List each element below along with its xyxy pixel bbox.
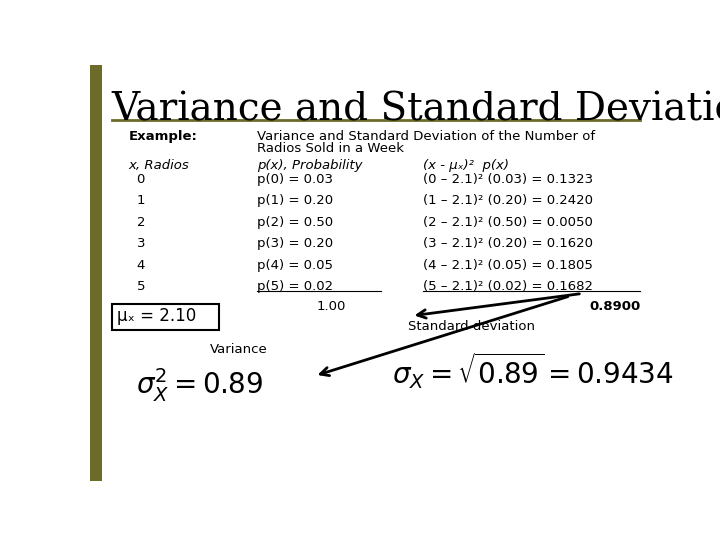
Text: 0.8900: 0.8900	[589, 300, 640, 313]
Text: 3: 3	[137, 237, 145, 250]
Text: p(4) = 0.05: p(4) = 0.05	[256, 259, 333, 272]
Text: (5 – 2.1)² (0.02) = 0.1682: (5 – 2.1)² (0.02) = 0.1682	[423, 280, 593, 293]
Text: Radios Sold in a Week: Radios Sold in a Week	[256, 142, 404, 155]
Text: p(x), Probability: p(x), Probability	[256, 159, 362, 172]
Text: (0 – 2.1)² (0.03) = 0.1323: (0 – 2.1)² (0.03) = 0.1323	[423, 173, 593, 186]
Text: 1: 1	[137, 194, 145, 207]
Bar	[90, 65, 102, 481]
Text: 4: 4	[137, 259, 145, 272]
Text: x, Radios: x, Radios	[129, 159, 189, 172]
Text: 2: 2	[137, 215, 145, 229]
Text: p(1) = 0.20: p(1) = 0.20	[256, 194, 333, 207]
Text: Example:: Example:	[129, 130, 197, 143]
Text: (3 – 2.1)² (0.20) = 0.1620: (3 – 2.1)² (0.20) = 0.1620	[423, 237, 593, 250]
Text: (1 – 2.1)² (0.20) = 0.2420: (1 – 2.1)² (0.20) = 0.2420	[423, 194, 593, 207]
Text: Variance and Standard Deviation of the Number of: Variance and Standard Deviation of the N…	[256, 130, 595, 143]
Text: μₓ = 2.10: μₓ = 2.10	[117, 307, 197, 325]
Text: (x - μₓ)²  p(x): (x - μₓ)² p(x)	[423, 159, 509, 172]
Text: (2 – 2.1)² (0.50) = 0.0050: (2 – 2.1)² (0.50) = 0.0050	[423, 215, 593, 229]
Text: p(0) = 0.03: p(0) = 0.03	[256, 173, 333, 186]
Text: p(5) = 0.02: p(5) = 0.02	[256, 280, 333, 293]
FancyBboxPatch shape	[112, 304, 220, 330]
Text: 0: 0	[137, 173, 145, 186]
Text: Variance and Standard Deviation: Variance and Standard Deviation	[112, 92, 720, 129]
Text: p(2) = 0.50: p(2) = 0.50	[256, 215, 333, 229]
Text: (4 – 2.1)² (0.05) = 0.1805: (4 – 2.1)² (0.05) = 0.1805	[423, 259, 593, 272]
Text: $\sigma_X = \sqrt{0.89} = 0.9434$: $\sigma_X = \sqrt{0.89} = 0.9434$	[392, 350, 674, 391]
Text: Standard deviation: Standard deviation	[408, 320, 535, 333]
Text: $\sigma_X^2 = 0.89$: $\sigma_X^2 = 0.89$	[137, 366, 264, 404]
Text: 1.00: 1.00	[316, 300, 346, 313]
Text: Variance: Variance	[210, 343, 268, 356]
Text: 5: 5	[137, 280, 145, 293]
Text: p(3) = 0.20: p(3) = 0.20	[256, 237, 333, 250]
